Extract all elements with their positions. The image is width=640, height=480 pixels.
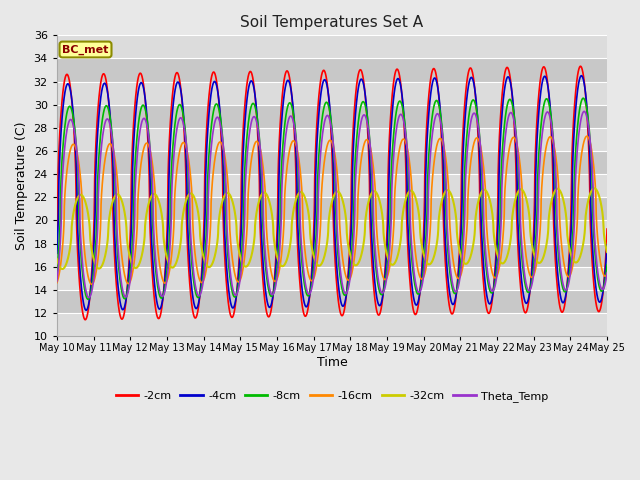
Bar <box>57 36 607 59</box>
Bar <box>57 128 607 151</box>
Theta_Temp <box>486 286 494 291</box>
-8cm <box>152 268 159 274</box>
-4cm <box>152 292 159 298</box>
-32cm <box>53 256 61 262</box>
-16cm <box>312 269 319 275</box>
-16cm <box>152 206 159 212</box>
-32cm <box>456 247 463 252</box>
-4cm <box>603 251 611 256</box>
-16cm <box>53 280 61 286</box>
-4cm <box>53 251 61 256</box>
X-axis label: Time: Time <box>317 356 348 369</box>
-4cm <box>486 300 494 306</box>
Line: Theta_Temp: Theta_Temp <box>57 111 607 298</box>
Bar <box>57 220 607 244</box>
Bar <box>57 174 607 197</box>
-32cm <box>590 185 598 191</box>
-16cm <box>486 262 494 267</box>
-32cm <box>603 247 611 253</box>
-4cm <box>312 188 319 194</box>
Bar <box>57 59 607 82</box>
-32cm <box>425 262 433 267</box>
Bar <box>57 290 607 313</box>
-8cm <box>579 96 587 101</box>
Bar <box>57 313 607 336</box>
-32cm <box>58 266 66 272</box>
-2cm <box>53 235 61 240</box>
Line: -8cm: -8cm <box>57 98 607 299</box>
-8cm <box>603 266 611 272</box>
-16cm <box>583 133 591 139</box>
-2cm <box>603 238 611 244</box>
-4cm <box>604 242 611 248</box>
-32cm <box>312 259 319 264</box>
-16cm <box>456 275 463 281</box>
Line: -2cm: -2cm <box>57 66 607 320</box>
-8cm <box>486 289 494 295</box>
Title: Soil Temperatures Set A: Soil Temperatures Set A <box>241 15 424 30</box>
-2cm <box>604 226 611 232</box>
Line: -16cm: -16cm <box>57 136 607 284</box>
Bar <box>57 105 607 128</box>
-4cm <box>578 73 586 79</box>
Theta_Temp <box>312 257 319 263</box>
-2cm <box>312 150 319 156</box>
Theta_Temp <box>580 108 588 114</box>
Line: -4cm: -4cm <box>57 76 607 310</box>
-8cm <box>84 296 92 302</box>
Bar <box>57 82 607 105</box>
Theta_Temp <box>152 259 159 265</box>
-32cm <box>486 200 494 206</box>
-2cm <box>425 92 433 98</box>
-32cm <box>604 249 611 255</box>
-2cm <box>577 63 584 69</box>
-4cm <box>425 110 433 116</box>
-16cm <box>88 281 95 287</box>
Bar <box>57 244 607 267</box>
Text: BC_met: BC_met <box>62 44 109 55</box>
-2cm <box>152 307 159 313</box>
-4cm <box>456 261 463 266</box>
-8cm <box>312 244 319 250</box>
-2cm <box>81 317 89 323</box>
Theta_Temp <box>53 278 61 284</box>
Theta_Temp <box>85 295 93 300</box>
Bar <box>57 267 607 290</box>
Line: -32cm: -32cm <box>57 188 607 269</box>
Bar <box>57 151 607 174</box>
-2cm <box>486 307 494 313</box>
-8cm <box>425 152 433 157</box>
-8cm <box>456 274 463 279</box>
-32cm <box>152 192 159 198</box>
Bar <box>57 197 607 220</box>
-16cm <box>425 244 433 250</box>
Theta_Temp <box>425 178 433 183</box>
-16cm <box>603 272 611 278</box>
-2cm <box>456 252 463 257</box>
-8cm <box>53 271 61 276</box>
Y-axis label: Soil Temperature (C): Soil Temperature (C) <box>15 121 28 250</box>
Theta_Temp <box>456 279 463 285</box>
Theta_Temp <box>604 270 611 276</box>
-16cm <box>604 271 611 277</box>
Theta_Temp <box>603 274 611 279</box>
Legend: -2cm, -4cm, -8cm, -16cm, -32cm, Theta_Temp: -2cm, -4cm, -8cm, -16cm, -32cm, Theta_Te… <box>111 387 553 407</box>
-8cm <box>604 262 611 267</box>
-4cm <box>83 307 90 313</box>
